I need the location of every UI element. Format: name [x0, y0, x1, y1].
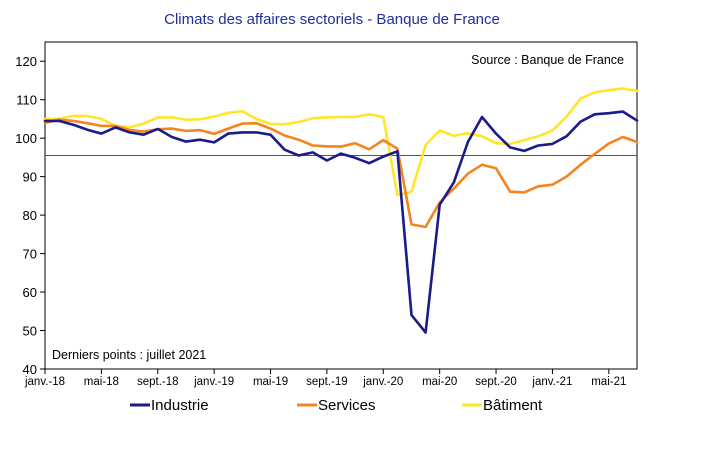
series-line-batiment	[43, 87, 639, 197]
y-tick-label: 70	[23, 247, 37, 262]
y-axis: 40 50 60 70 80 90 100 110 120	[15, 54, 45, 377]
note-label-box: Derniers points : juillet 2021	[48, 343, 238, 365]
x-axis: janv.-18 mai-18 sept.-18 janv.-19 mai-19 sept…	[24, 369, 626, 388]
x-tick-label: mai-19	[253, 376, 288, 388]
x-tick-label: mai-20	[422, 376, 457, 388]
x-tick-label: sept.-19	[306, 376, 348, 388]
legend-label-batiment: Bâtiment	[483, 397, 543, 414]
y-tick-label: 90	[23, 170, 37, 185]
y-tick-label: 50	[23, 324, 37, 339]
series-line-industrie	[43, 110, 639, 334]
series-lines	[43, 87, 639, 334]
x-tick-label: janv.-18	[24, 376, 65, 388]
plot-area	[44, 41, 638, 370]
x-tick-label: sept.-18	[137, 376, 179, 388]
x-tick-label: janv.-21	[531, 376, 572, 388]
y-tick-label: 120	[15, 54, 37, 69]
x-tick-label: mai-21	[591, 376, 626, 388]
y-tick-label: 110	[16, 93, 37, 108]
y-tick-label: 60	[23, 285, 37, 300]
source-label-box: Source : Banque de France	[436, 47, 632, 71]
series-line-services	[43, 118, 639, 229]
legend-label-services: Services	[318, 397, 376, 414]
legend-label-industrie: Industrie	[151, 397, 209, 414]
legend: Industrie Services Bâtiment	[130, 397, 543, 414]
x-tick-label: sept.-20	[475, 376, 517, 388]
x-tick-label: janv.-19	[193, 376, 234, 388]
x-tick-label: janv.-20	[362, 376, 403, 388]
y-tick-label: 100	[15, 131, 37, 146]
x-tick-label: mai-18	[84, 376, 119, 388]
y-tick-label: 40	[23, 362, 37, 377]
chart-title: Climats des affaires sectoriels - Banque…	[164, 11, 500, 28]
source-label: Source : Banque de France	[471, 53, 624, 67]
y-tick-label: 80	[23, 208, 37, 223]
note-label: Derniers points : juillet 2021	[52, 348, 206, 362]
